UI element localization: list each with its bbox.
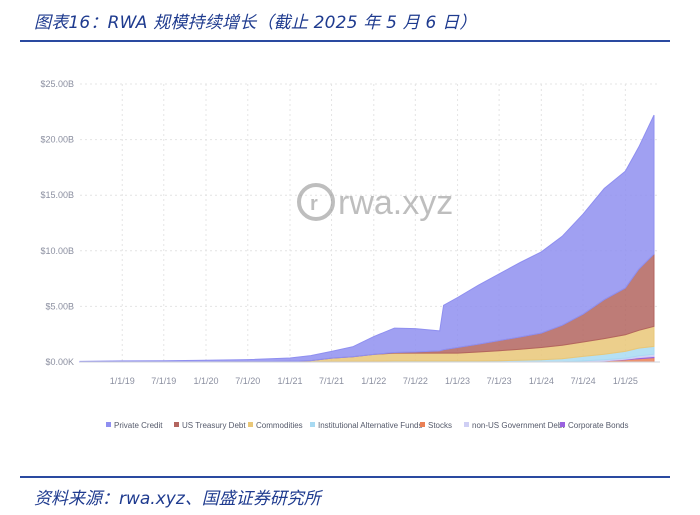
x-tick-label: 7/1/22 — [403, 376, 428, 386]
legend-swatch — [248, 422, 253, 427]
x-tick-label: 1/1/23 — [445, 376, 470, 386]
chart-area: r rwa.xyz $0.00K $5.00B $10.00B $15.00B $20.… — [20, 44, 670, 464]
series-area-private-credit — [79, 114, 655, 363]
y-tick-label: $15.00B — [40, 190, 74, 200]
x-tick-label: 7/1/21 — [319, 376, 344, 386]
legend-swatch — [106, 422, 111, 427]
x-tick-label: 7/1/19 — [151, 376, 176, 386]
legend-label: Private Credit — [114, 421, 163, 430]
x-tick-label: 1/1/24 — [529, 376, 554, 386]
y-tick-label: $0.00K — [45, 357, 74, 367]
figure-source: 资料来源：rwa.xyz、国盛证券研究所 — [34, 489, 321, 509]
axes: $0.00K $5.00B $10.00B $15.00B $20.00B $25.00B… — [40, 79, 660, 386]
legend-label: non-US Government Debt — [472, 421, 565, 430]
x-tick-label: 7/1/24 — [571, 376, 596, 386]
legend-swatch — [420, 422, 425, 427]
y-tick-label: $5.00B — [45, 301, 74, 311]
legend-label: US Treasury Debt — [182, 421, 246, 430]
source-divider — [20, 476, 670, 478]
x-tick-label: 1/1/19 — [110, 376, 135, 386]
rwa-watermark: r rwa.xyz — [297, 183, 453, 222]
title-divider — [20, 40, 670, 42]
y-tick-label: $25.00B — [40, 79, 74, 89]
legend-swatch — [464, 422, 469, 427]
chart-legend: Private Credit US Treasury Debt Commoditie… — [106, 421, 628, 430]
watermark-logo-letter: r — [310, 193, 318, 215]
figure-title: 图表16：RWA 规模持续增长（截止 2025 年 5 月 6 日） — [34, 13, 477, 33]
x-tick-label: 1/1/25 — [613, 376, 638, 386]
legend-swatch — [174, 422, 179, 427]
x-tick-label: 1/1/21 — [277, 376, 302, 386]
watermark-text: rwa.xyz — [338, 184, 453, 222]
x-tick-label: 7/1/23 — [487, 376, 512, 386]
legend-label: Commodities — [256, 421, 303, 430]
y-tick-label: $10.00B — [40, 246, 74, 256]
legend-swatch — [560, 422, 565, 427]
legend-label: Stocks — [428, 421, 452, 430]
watermark-logo-icon — [297, 183, 335, 221]
legend-label: Institutional Alternative Funds — [318, 421, 423, 430]
y-tick-label: $20.00B — [40, 135, 74, 145]
rwa-chart: r rwa.xyz $0.00K $5.00B $10.00B $15.00B $20.… — [20, 44, 670, 464]
legend-swatch — [310, 422, 315, 427]
x-tick-label: 7/1/20 — [235, 376, 260, 386]
x-tick-label: 1/1/22 — [361, 376, 386, 386]
x-tick-label: 1/1/20 — [193, 376, 218, 386]
legend-label: Corporate Bonds — [568, 421, 628, 430]
